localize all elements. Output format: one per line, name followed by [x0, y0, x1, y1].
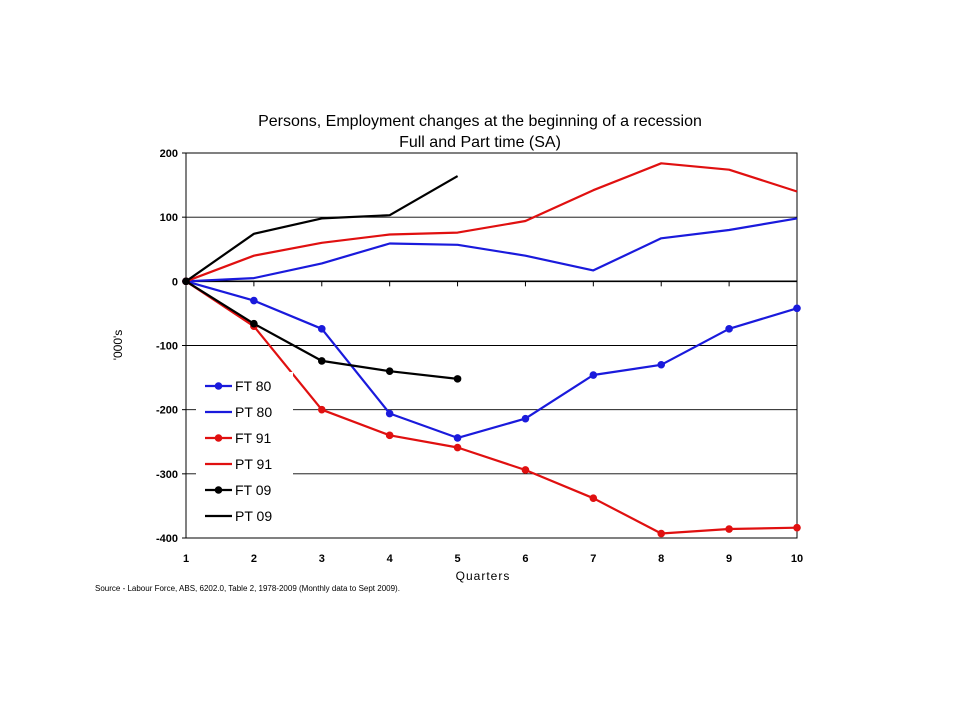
x-tick-label-1: 2	[251, 553, 257, 565]
point-ft-91-2	[317, 405, 326, 414]
point-ft-91-9	[793, 523, 801, 532]
legend-marker-ft-09	[214, 486, 223, 494]
x-tick-label-4: 5	[454, 553, 460, 565]
point-ft-80-4	[453, 434, 462, 442]
legend: FT 80 PT 80 FT 91 PT 91 FT 09 PT 09	[196, 372, 293, 532]
series-line-pt-09	[185, 175, 459, 283]
y-axis-title: '000's	[111, 330, 125, 361]
point-ft-80-8	[725, 325, 733, 333]
legend-marker-ft-91	[214, 434, 223, 442]
point-ft-09-4	[453, 375, 462, 383]
point-ft-09-3	[385, 367, 394, 375]
legend-background	[196, 372, 293, 532]
series-line-ft-91	[185, 280, 798, 535]
x-tick-label-5: 6	[522, 553, 528, 565]
source-note: Source - Labour Force, ABS, 6202.0, Tabl…	[95, 584, 400, 593]
x-tick-label-8: 9	[726, 553, 732, 565]
x-tick-label-7: 8	[658, 553, 664, 565]
y-tick-label-1: 100	[160, 212, 178, 224]
x-tick-label-0: 1	[183, 553, 189, 565]
x-tick-labels: 1 2 3 4 5 6 7 8 9 10	[183, 553, 803, 565]
legend-label-ft-80: FT 80	[235, 378, 272, 394]
y-tick-label-4: -200	[156, 405, 178, 417]
point-ft-80-1	[250, 296, 258, 305]
series-layer	[182, 162, 801, 538]
y-tick-label-2: 0	[172, 276, 178, 288]
legend-label-pt-91: PT 91	[235, 456, 272, 472]
legend-label-pt-80: PT 80	[235, 404, 272, 420]
legend-label-pt-09: PT 09	[235, 508, 272, 524]
point-ft-09-2	[317, 357, 326, 365]
plot-area-frame	[185, 152, 798, 539]
x-tick-label-3: 4	[387, 553, 394, 565]
legend-marker-ft-80	[214, 382, 223, 390]
point-ft-80-2	[317, 325, 326, 333]
series-line-pt-80	[185, 217, 798, 283]
y-tick-label-5: -300	[156, 469, 178, 481]
series-line-ft-80	[185, 280, 798, 439]
chart-subtitle: Full and Part time (SA)	[399, 134, 561, 151]
x-tick-label-6: 7	[590, 553, 596, 565]
y-tick-labels: 200 100 0 -100 -200 -300 -400	[156, 148, 178, 545]
x-tick-label-9: 10	[791, 553, 803, 565]
point-ft-91-5	[521, 466, 530, 474]
point-ft-80-7	[657, 360, 666, 369]
y-tick-label-3: -100	[156, 341, 178, 353]
legend-label-ft-91: FT 91	[235, 430, 272, 446]
point-ft-91-8	[725, 525, 733, 533]
series-line-pt-91	[185, 162, 798, 283]
point-ft-91-4	[453, 443, 462, 452]
y-tick-label-6: -400	[156, 533, 178, 545]
point-ft-91-7	[657, 529, 666, 538]
y-tick-label-0: 200	[160, 148, 178, 160]
x-tick-label-2: 3	[319, 553, 325, 565]
point-ft-91-6	[589, 494, 598, 503]
legend-label-ft-09: FT 09	[235, 482, 272, 498]
point-ft-09-1	[250, 319, 258, 328]
point-ft-80-9	[793, 304, 801, 313]
x-axis-title: Quarters	[456, 569, 511, 583]
point-ft-91-3	[385, 431, 394, 440]
point-ft-80-5	[521, 414, 530, 423]
point-ft-80-6	[589, 371, 598, 379]
chart-title: Persons, Employment changes at the begin…	[258, 113, 702, 130]
point-ft-80-3	[385, 409, 394, 418]
